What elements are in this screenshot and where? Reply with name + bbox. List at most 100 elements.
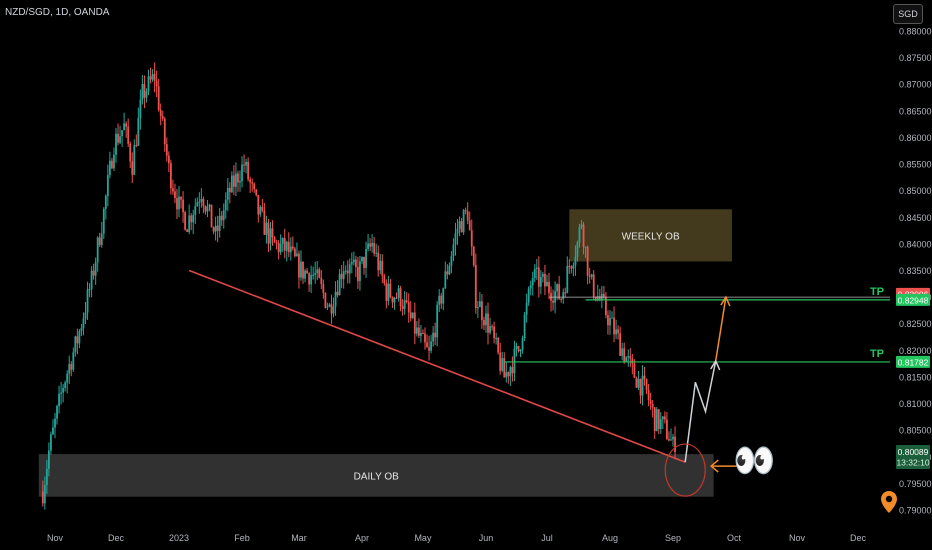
candle [70, 360, 73, 377]
candle-body [407, 302, 410, 313]
x-tick-label: Dec [850, 533, 867, 543]
candle [409, 301, 412, 322]
candle-body [415, 327, 418, 334]
candle-body [533, 268, 536, 279]
candle-body [491, 326, 493, 328]
candle-body [403, 300, 406, 309]
candle-body [64, 382, 67, 388]
candle [163, 116, 166, 152]
candle [605, 292, 607, 319]
candle-body [68, 364, 71, 374]
candle [357, 257, 359, 289]
candle [80, 323, 83, 336]
candle [570, 265, 573, 274]
location-pin-icon[interactable] [880, 490, 898, 514]
candle [196, 197, 199, 207]
tp-price-tag: 0.81782 [896, 355, 930, 368]
y-tick-label: 0.81000 [899, 399, 932, 409]
candle-body [287, 241, 290, 253]
candle [230, 171, 233, 194]
candle [251, 178, 254, 192]
candle [289, 237, 292, 261]
candle-body [611, 317, 613, 319]
candle-body [438, 295, 441, 305]
candle [169, 159, 172, 195]
y-tick-label: 0.80500 [899, 426, 932, 436]
candle [387, 276, 390, 306]
candle-body [493, 326, 496, 339]
candle [413, 302, 416, 345]
candle [104, 194, 107, 220]
candle [668, 431, 670, 442]
candle [462, 208, 465, 236]
tp-price-tag-bg [896, 293, 930, 306]
candle [430, 334, 432, 354]
candle [663, 411, 666, 424]
candle-body [88, 289, 91, 291]
candle-body [72, 352, 75, 370]
candle-body [104, 195, 107, 209]
candle-body [566, 265, 569, 293]
candle-body [389, 283, 392, 297]
x-tick-label: Oct [727, 533, 742, 543]
candle [86, 281, 89, 321]
candle-body [308, 273, 311, 285]
candle-body [513, 348, 516, 374]
candle-body [322, 284, 325, 293]
candle-body [106, 175, 109, 196]
candle-body [165, 144, 168, 156]
tp-price-tag-text: 0.81782 [898, 357, 929, 367]
currency-button[interactable]: SGD [893, 4, 923, 24]
candle-body [192, 215, 195, 223]
candle-body [627, 356, 630, 358]
candle [306, 267, 308, 274]
candle-body [617, 329, 620, 334]
candle-body [285, 241, 288, 251]
candle-body [619, 333, 622, 356]
candle [208, 203, 211, 212]
daily-ob-label: DAILY OB [354, 471, 400, 482]
candle-body [564, 292, 567, 294]
candle-body [300, 261, 302, 278]
candle [442, 287, 445, 311]
candle-body [167, 155, 170, 164]
candle [485, 305, 487, 333]
candle-body [102, 208, 105, 234]
candle-body [281, 237, 284, 244]
candle-body [515, 345, 518, 349]
candle [237, 170, 239, 192]
candle-body [668, 438, 670, 441]
candle-body [237, 173, 239, 183]
candle [476, 300, 479, 318]
candle-body [293, 248, 296, 257]
candle [316, 260, 319, 281]
candle [415, 321, 418, 337]
candle [133, 139, 136, 176]
candle-body [263, 210, 266, 235]
candle-body [666, 419, 668, 439]
candle-body [78, 330, 81, 344]
candle [574, 245, 577, 276]
candle [157, 78, 160, 112]
candle-body [127, 126, 130, 144]
y-tick-label: 0.83500 [899, 266, 932, 276]
projection-path [684, 360, 717, 463]
candle [674, 426, 676, 460]
candle [108, 151, 111, 179]
candle-body [582, 224, 585, 248]
candle-body [641, 375, 644, 396]
countdown-text: 13:32:10 [896, 458, 929, 468]
candle [523, 311, 526, 342]
candle [243, 154, 245, 173]
candle-body [149, 76, 152, 80]
candle-body [629, 356, 632, 359]
candle [472, 245, 475, 268]
candle [48, 442, 50, 477]
candle-body [454, 233, 457, 245]
candle [474, 253, 477, 314]
candle-body [466, 211, 469, 221]
candle [277, 240, 280, 260]
candle [275, 239, 278, 250]
candle-body [328, 304, 331, 307]
